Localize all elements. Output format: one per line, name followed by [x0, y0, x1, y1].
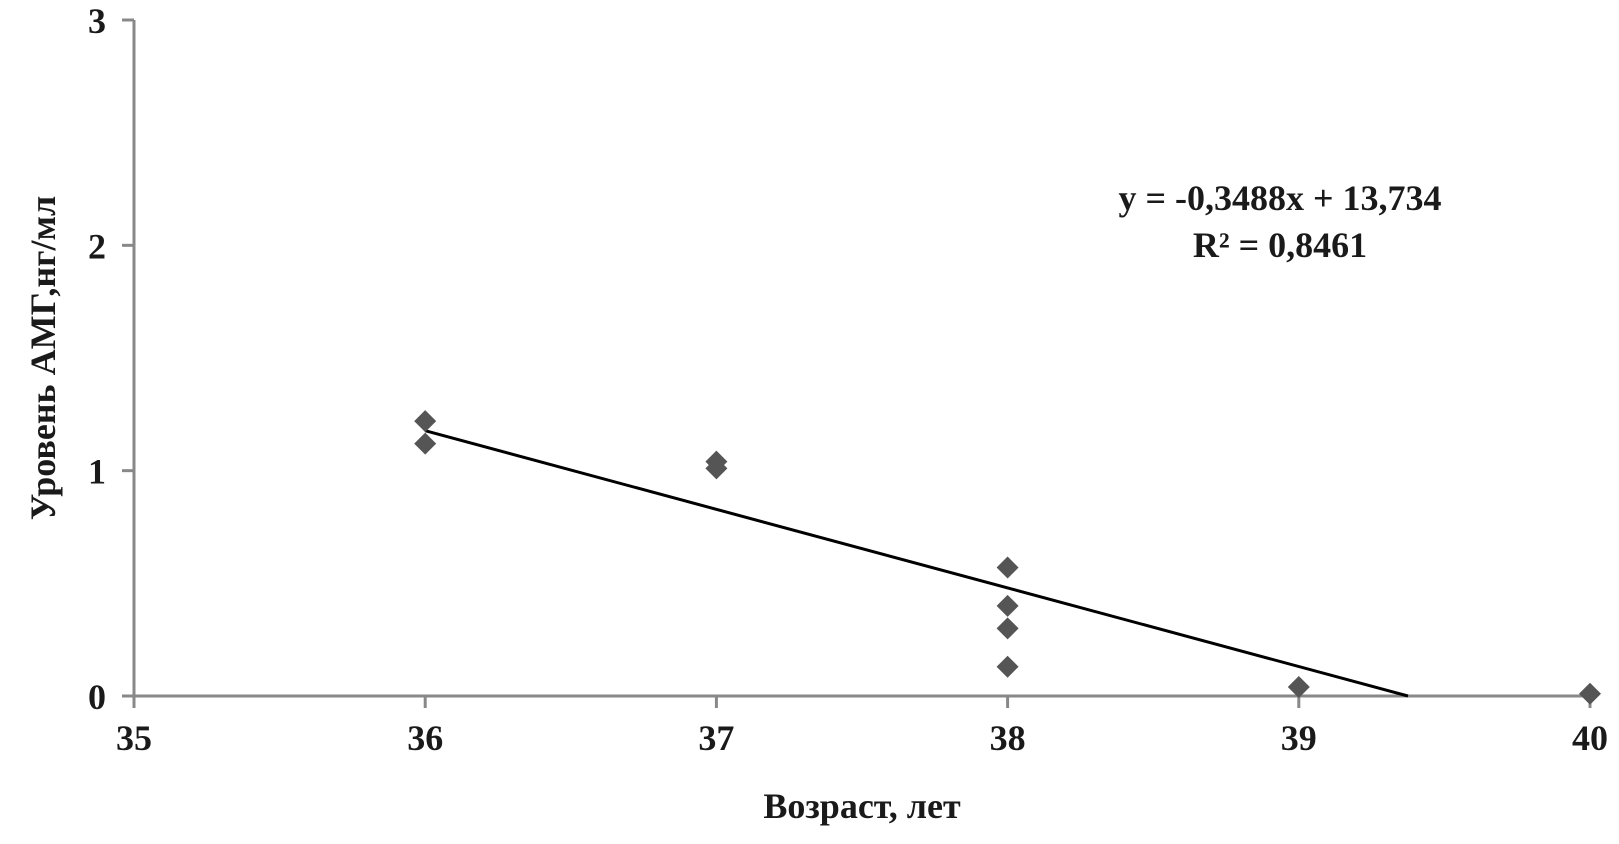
x-tick-label: 37: [698, 718, 734, 758]
y-axis-title: Уровень АМГ,нг/мл: [23, 196, 63, 520]
trendline-group: [424, 429, 1409, 698]
x-tick-label: 35: [116, 718, 152, 758]
x-tick-label: 36: [407, 718, 443, 758]
data-point: [705, 457, 728, 480]
data-point: [1287, 675, 1310, 698]
data-points: [414, 410, 1601, 705]
data-point: [414, 432, 437, 455]
x-ticks: 35 36 37 38 39 40: [116, 696, 1608, 758]
data-point: [1579, 682, 1601, 705]
data-point: [996, 594, 1019, 617]
trendline: [424, 429, 1409, 698]
y-ticks: 0 1 2 3: [88, 1, 134, 717]
data-point: [414, 410, 437, 433]
x-tick-label: 39: [1281, 718, 1317, 758]
data-point: [996, 617, 1019, 640]
y-tick-label: 0: [88, 677, 106, 717]
trendline-equation: y = -0,3488x + 13,734: [1118, 178, 1441, 218]
y-tick-label: 2: [88, 226, 106, 266]
data-point: [996, 655, 1019, 678]
data-point: [996, 556, 1019, 579]
x-axis-title: Возраст, лет: [763, 786, 961, 826]
y-tick-label: 1: [88, 452, 106, 492]
axes: [132, 20, 1590, 698]
x-tick-label: 40: [1572, 718, 1608, 758]
x-tick-label: 38: [990, 718, 1026, 758]
y-tick-label: 3: [88, 1, 106, 41]
r-squared-label: R² = 0,8461: [1193, 225, 1367, 265]
